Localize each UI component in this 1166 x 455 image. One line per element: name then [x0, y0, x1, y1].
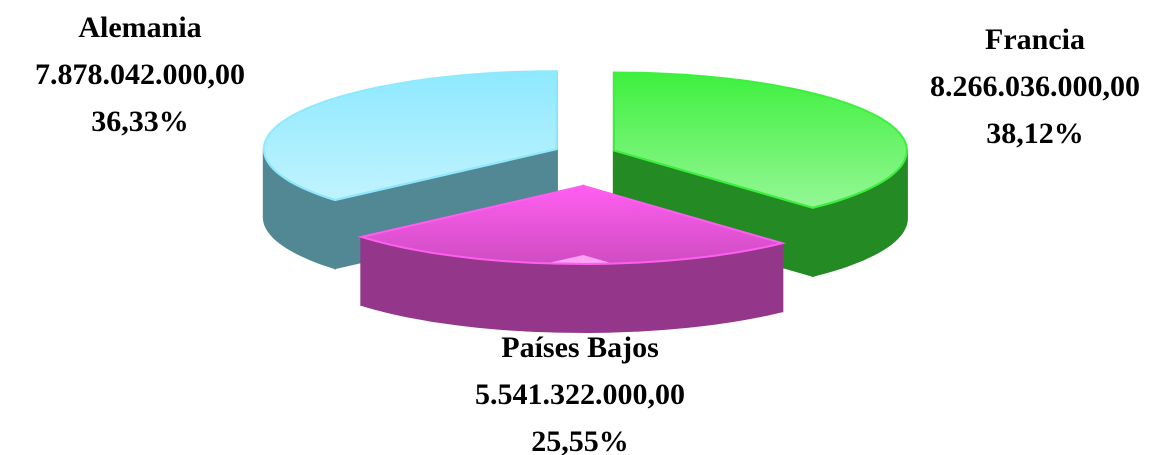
- value-label: 5.541.322.000,00: [475, 378, 685, 411]
- percent-label: 38,12%: [986, 117, 1084, 150]
- slice: [612, 71, 908, 209]
- value-label: 7.878.042.000,00: [35, 58, 245, 91]
- slice-label: Alemania: [78, 11, 201, 44]
- slice: [357, 184, 787, 266]
- slice: [262, 70, 558, 202]
- labels: Francia 8.266.036.000,00 38,12% Países Bajo…: [35, 11, 1140, 455]
- value-label: 8.266.036.000,00: [930, 70, 1140, 103]
- percent-label: 36,33%: [91, 105, 189, 138]
- percent-label: 25,55%: [531, 425, 629, 455]
- slice-label: Países Bajos: [501, 331, 659, 364]
- slice-label: Francia: [985, 23, 1085, 56]
- pie: [262, 70, 908, 334]
